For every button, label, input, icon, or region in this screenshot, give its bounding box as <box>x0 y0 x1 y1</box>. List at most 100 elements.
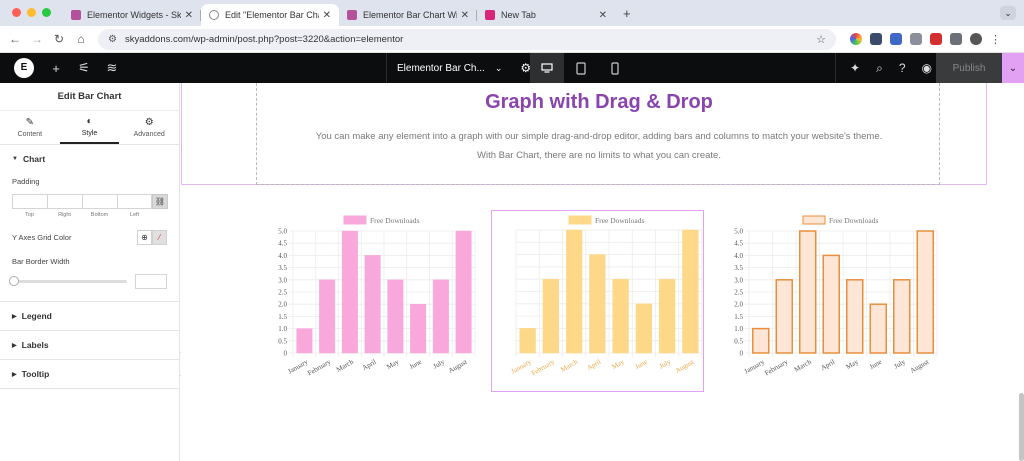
forward-arrow-icon[interactable]: → <box>31 32 43 46</box>
chart-bar[interactable] <box>387 279 404 354</box>
close-tab-icon[interactable]: ✕ <box>184 9 193 21</box>
chart-bar[interactable] <box>846 279 864 354</box>
desktop-device-button[interactable] <box>530 53 564 83</box>
chart-bar[interactable] <box>432 279 449 354</box>
legend-swatch[interactable] <box>568 215 592 225</box>
padding-right-input[interactable] <box>47 194 82 209</box>
chart-bar[interactable] <box>589 254 606 354</box>
heading-section[interactable]: Graph with Drag & Drop You can make any … <box>181 83 987 185</box>
chart-bar[interactable] <box>364 255 381 354</box>
chart-bar[interactable] <box>612 278 629 354</box>
elementor-logo-icon[interactable]: E <box>14 58 34 78</box>
canvas-scrollbar[interactable] <box>1019 393 1024 461</box>
chart-bar[interactable] <box>799 230 817 354</box>
tablet-device-button[interactable] <box>564 53 598 83</box>
chart-bar[interactable] <box>519 328 536 354</box>
publish-options-chevron-icon[interactable]: ⌄ <box>1002 53 1024 83</box>
heading-column[interactable]: Graph with Drag & Drop You can make any … <box>256 83 940 185</box>
chart-bar[interactable] <box>752 327 770 354</box>
puzzle-extensions-icon[interactable] <box>950 33 962 45</box>
padding-bottom-input[interactable] <box>82 194 117 209</box>
section-tooltip-toggle[interactable]: ▶ Tooltip <box>0 360 179 389</box>
global-colors-globe-icon[interactable]: ⊕ <box>137 230 152 245</box>
legend-label[interactable]: Free Downloads <box>370 216 419 225</box>
chart-bar[interactable] <box>296 328 313 354</box>
add-element-plus-icon[interactable]: + <box>52 60 60 76</box>
browser-tab-strip: Elementor Widgets - Sky Add ✕ Edit "Elem… <box>0 0 1024 26</box>
browser-tab[interactable]: New Tab ✕ <box>477 4 615 26</box>
tab-search-chevron-icon[interactable]: ⌄ <box>1000 6 1016 20</box>
profile-avatar[interactable] <box>970 33 982 45</box>
legend-label[interactable]: Free Downloads <box>595 216 644 225</box>
screenshot-extension-icon[interactable] <box>910 33 922 45</box>
chart-bar[interactable] <box>682 229 699 354</box>
bar-chart-pink[interactable]: Free Downloads 0 0.5 1.0 1.5 2.0 2.5 3.0 3.5 4.0 4… <box>257 211 479 397</box>
legend-swatch[interactable] <box>343 215 367 225</box>
chart-bar[interactable] <box>916 230 934 354</box>
section-chart-toggle[interactable]: ▼ Chart <box>0 145 179 173</box>
legend-label[interactable]: Free Downloads <box>829 216 878 225</box>
zoom-window-button[interactable] <box>42 8 51 17</box>
slider-handle[interactable] <box>9 276 19 286</box>
back-arrow-icon[interactable]: ← <box>9 32 21 46</box>
chart-bar[interactable] <box>822 254 840 354</box>
chart-bar[interactable] <box>635 303 653 354</box>
chart-bar[interactable] <box>319 279 336 354</box>
tab-content[interactable]: ✎ Content <box>0 111 60 144</box>
section-legend-toggle[interactable]: ▶ Legend <box>0 302 179 331</box>
chart-bar[interactable] <box>565 229 583 354</box>
site-settings-sliders-icon[interactable]: ⚟ <box>78 60 90 75</box>
bar-chart-orange-outline[interactable]: Free Downloads 0 0.5 1.0 1.5 2.0 2.5 3.0 3.5 4.0 4… <box>719 211 941 397</box>
close-tab-icon[interactable]: ✕ <box>598 9 607 21</box>
chart-bar[interactable] <box>341 230 358 354</box>
document-title-menu[interactable]: Elementor Bar Ch... ⌄ ⚙ <box>386 53 543 83</box>
finder-search-icon[interactable]: ⌕ <box>876 60 883 75</box>
browser-tab[interactable]: Elementor Widgets - Sky Add ✕ <box>63 4 201 26</box>
color-picker-empty-swatch[interactable]: ⁄ <box>152 230 167 245</box>
legend-swatch[interactable] <box>802 215 826 225</box>
chart-bar[interactable] <box>542 278 560 354</box>
y-tick-label: 5.0 <box>734 228 743 236</box>
pdf-extension-icon[interactable] <box>930 33 942 45</box>
page-settings-gear-icon[interactable]: ⚙ <box>520 61 532 75</box>
close-tab-icon[interactable]: ✕ <box>460 9 469 21</box>
padding-top-input[interactable] <box>12 194 47 209</box>
border-width-input[interactable] <box>135 274 167 289</box>
site-info-icon[interactable]: ⚙ <box>108 33 117 45</box>
home-icon[interactable]: ⌂ <box>77 32 85 46</box>
color-extension-icon[interactable] <box>850 33 862 45</box>
chart-bar[interactable] <box>775 279 793 354</box>
structure-layers-icon[interactable]: ≋ <box>106 60 118 75</box>
chart-bar[interactable] <box>869 303 887 354</box>
notifications-megaphone-icon[interactable]: ✦ <box>850 61 861 75</box>
section-labels-toggle[interactable]: ▶ Labels <box>0 331 179 360</box>
x-tick-label: February <box>306 358 332 378</box>
border-width-slider[interactable] <box>9 276 128 286</box>
chart-bar[interactable] <box>410 303 427 354</box>
translate-extension-icon[interactable] <box>890 33 902 45</box>
tab-style[interactable]: ◐ Style <box>59 111 120 144</box>
y-tick-label: 0 <box>740 350 744 358</box>
help-icon[interactable]: ? <box>898 61 906 75</box>
chart-bar[interactable] <box>658 278 676 354</box>
new-tab-plus-icon[interactable]: + <box>623 6 631 21</box>
shield-extension-icon[interactable] <box>870 33 882 45</box>
preview-eye-icon[interactable]: ◉ <box>921 61 932 75</box>
mobile-device-button[interactable] <box>598 53 632 83</box>
link-values-icon[interactable]: ⛓ <box>152 194 168 209</box>
minimize-window-button[interactable] <box>27 8 36 17</box>
padding-left-input[interactable] <box>117 194 152 209</box>
reload-icon[interactable]: ↻ <box>53 32 65 46</box>
url-bar[interactable]: ⚙ skyaddons.com/wp-admin/post.php?post=3… <box>98 28 836 50</box>
browser-tab-active[interactable]: Edit "Elementor Bar Chart Wi ✕ <box>201 4 339 26</box>
chart-bar[interactable] <box>893 279 911 354</box>
chart-bar[interactable] <box>455 230 472 354</box>
tab-advanced[interactable]: ⚙ Advanced <box>119 111 179 144</box>
close-tab-icon[interactable]: ✕ <box>322 9 331 21</box>
close-window-button[interactable] <box>12 8 21 17</box>
publish-button[interactable]: Publish <box>936 53 1002 83</box>
browser-tab[interactable]: Elementor Bar Chart Widget ✕ <box>339 4 477 26</box>
browser-menu-icon[interactable]: ⋮ <box>990 34 1001 46</box>
bookmark-star-icon[interactable]: ☆ <box>816 33 826 46</box>
